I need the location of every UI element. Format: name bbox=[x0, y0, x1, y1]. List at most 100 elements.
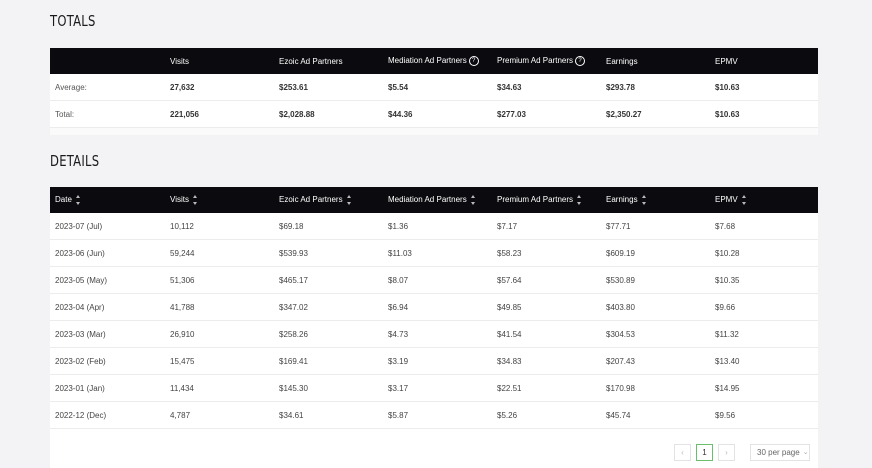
table-cell: $14.95 bbox=[710, 374, 818, 402]
table-cell: $403.80 bbox=[601, 293, 710, 321]
table-cell: $10.63 bbox=[710, 100, 818, 128]
next-page-button[interactable]: › bbox=[718, 443, 735, 461]
table-cell: $9.66 bbox=[710, 293, 818, 321]
table-cell: 10,112 bbox=[165, 213, 274, 240]
table-cell: $2,028.88 bbox=[274, 100, 383, 128]
totals-header-premium-label: Premium Ad Partners bbox=[497, 56, 574, 66]
sort-icon[interactable] bbox=[192, 195, 198, 205]
details-header-date-label: Date bbox=[55, 195, 72, 205]
details-header-premium[interactable]: Premium Ad Partners bbox=[492, 187, 601, 213]
table-cell: $34.63 bbox=[492, 74, 601, 101]
table-row: 2023-03 (Mar) 26,910 $258.26 $4.73 $41.54 $30… bbox=[50, 320, 818, 348]
table-cell: $277.03 bbox=[492, 100, 601, 128]
totals-header-mediation: Mediation Ad Partners? bbox=[383, 48, 492, 74]
details-title: DETAILS bbox=[50, 152, 100, 170]
details-table: Date Visits Ezoic Ad Partners Mediation … bbox=[50, 187, 818, 429]
table-cell: $9.56 bbox=[710, 401, 818, 429]
per-page-select[interactable]: 30 per page ⌄ bbox=[750, 443, 810, 461]
table-cell: 2023-02 (Feb) bbox=[50, 347, 165, 375]
table-cell: $22.51 bbox=[492, 374, 601, 402]
table-cell: $4.73 bbox=[383, 320, 492, 348]
table-cell: 41,788 bbox=[165, 293, 274, 321]
totals-card-footer bbox=[50, 128, 818, 135]
table-cell: $3.19 bbox=[383, 347, 492, 375]
details-header-visits[interactable]: Visits bbox=[165, 187, 274, 213]
table-cell: $293.78 bbox=[601, 74, 710, 101]
table-cell: $530.89 bbox=[601, 266, 710, 294]
details-header-earnings[interactable]: Earnings bbox=[601, 187, 710, 213]
page-1-button[interactable]: 1 bbox=[696, 443, 713, 461]
totals-title: TOTALS bbox=[50, 12, 96, 30]
table-cell: $3.17 bbox=[383, 374, 492, 402]
totals-header-earnings: Earnings bbox=[606, 56, 638, 66]
table-cell: $258.26 bbox=[274, 320, 383, 348]
table-cell: $1.36 bbox=[383, 213, 492, 240]
sort-icon[interactable] bbox=[741, 195, 747, 205]
sort-icon[interactable] bbox=[470, 195, 476, 205]
table-cell: $13.40 bbox=[710, 347, 818, 375]
details-header-ezoic[interactable]: Ezoic Ad Partners bbox=[274, 187, 383, 213]
details-header-ezoic-label: Ezoic Ad Partners bbox=[279, 195, 343, 205]
table-cell: $7.17 bbox=[492, 213, 601, 240]
table-cell: $34.83 bbox=[492, 347, 601, 375]
table-cell: 2023-07 (Jul) bbox=[50, 213, 165, 240]
table-cell: $45.74 bbox=[601, 401, 710, 429]
pagination: ‹ 1 › 30 per page ⌄ bbox=[674, 442, 810, 462]
table-cell: $58.23 bbox=[492, 239, 601, 267]
sort-icon[interactable] bbox=[346, 195, 352, 205]
sort-icon[interactable] bbox=[641, 195, 647, 205]
table-cell: 26,910 bbox=[165, 320, 274, 348]
table-cell: 15,475 bbox=[165, 347, 274, 375]
sort-icon[interactable] bbox=[75, 195, 81, 205]
table-cell: Total: bbox=[50, 100, 165, 128]
table-cell: $6.94 bbox=[383, 293, 492, 321]
table-row: Total: 221,056 $2,028.88 $44.36 $277.03 $2,35… bbox=[50, 100, 818, 128]
table-cell: $253.61 bbox=[274, 74, 383, 101]
sort-icon[interactable] bbox=[577, 195, 582, 205]
totals-table: Visits Ezoic Ad Partners Mediation Ad Pa… bbox=[50, 48, 818, 128]
details-header-visits-label: Visits bbox=[170, 195, 189, 205]
table-cell: $5.54 bbox=[383, 74, 492, 101]
table-cell: 2022-12 (Dec) bbox=[50, 401, 165, 429]
totals-header-premium: Premium Ad Partners? bbox=[492, 48, 601, 74]
table-cell: $10.28 bbox=[710, 239, 818, 267]
table-row: Average: 27,632 $253.61 $5.54 $34.63 $293.78 $… bbox=[50, 74, 818, 101]
details-header-mediation-label: Mediation Ad Partners bbox=[388, 195, 467, 205]
table-cell: 59,244 bbox=[165, 239, 274, 267]
details-card: Date Visits Ezoic Ad Partners Mediation … bbox=[50, 187, 818, 468]
table-cell: $49.85 bbox=[492, 293, 601, 321]
totals-card: Visits Ezoic Ad Partners Mediation Ad Pa… bbox=[50, 48, 818, 135]
table-cell: $169.41 bbox=[274, 347, 383, 375]
table-cell: 51,306 bbox=[165, 266, 274, 294]
table-cell: $11.03 bbox=[383, 239, 492, 267]
details-header-epmv[interactable]: EPMV bbox=[710, 187, 818, 213]
details-header-date[interactable]: Date bbox=[50, 187, 165, 213]
totals-header-ezoic: Ezoic Ad Partners bbox=[279, 56, 343, 66]
help-icon[interactable]: ? bbox=[575, 56, 586, 66]
table-cell: $10.63 bbox=[710, 74, 818, 101]
table-cell: 27,632 bbox=[165, 74, 274, 101]
table-cell: $609.19 bbox=[601, 239, 710, 267]
prev-page-button[interactable]: ‹ bbox=[674, 443, 691, 461]
table-cell: $539.93 bbox=[274, 239, 383, 267]
details-header-mediation[interactable]: Mediation Ad Partners bbox=[383, 187, 492, 213]
table-cell: $69.18 bbox=[274, 213, 383, 240]
table-cell: 2023-01 (Jan) bbox=[50, 374, 165, 402]
table-cell: $304.53 bbox=[601, 320, 710, 348]
table-row: 2023-02 (Feb) 15,475 $169.41 $3.19 $34.83 $20… bbox=[50, 347, 818, 375]
table-row: 2023-06 (Jun) 59,244 $539.93 $11.03 $58.23 $6… bbox=[50, 239, 818, 267]
table-cell: 4,787 bbox=[165, 401, 274, 429]
table-cell: $5.26 bbox=[492, 401, 601, 429]
chevron-down-icon: ⌄ bbox=[802, 449, 809, 456]
table-cell: Average: bbox=[50, 74, 165, 101]
table-cell: $5.87 bbox=[383, 401, 492, 429]
table-cell: $44.36 bbox=[383, 100, 492, 128]
totals-header-row: Visits Ezoic Ad Partners Mediation Ad Pa… bbox=[50, 48, 818, 74]
per-page-value: 30 per page bbox=[757, 447, 800, 457]
table-cell: $465.17 bbox=[274, 266, 383, 294]
details-header-epmv-label: EPMV bbox=[715, 195, 738, 205]
totals-header-blank bbox=[50, 48, 165, 74]
table-cell: $57.64 bbox=[492, 266, 601, 294]
table-cell: 11,434 bbox=[165, 374, 274, 402]
help-icon[interactable]: ? bbox=[468, 56, 479, 66]
